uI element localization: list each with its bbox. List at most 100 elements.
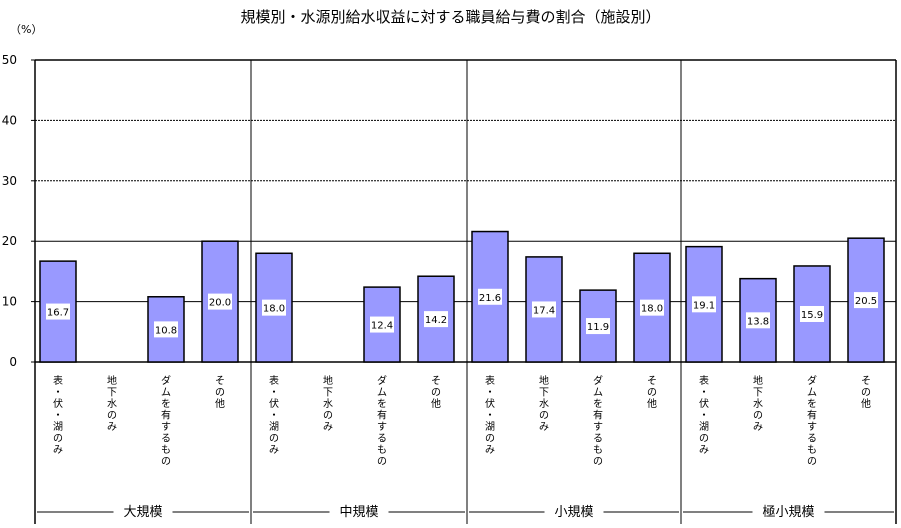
category-label-char: 有 — [161, 409, 171, 422]
y-tick-label: 20 — [2, 234, 17, 248]
category-label-char: 有 — [807, 409, 817, 422]
category-label-char: の — [539, 411, 549, 422]
data-label-box — [640, 299, 664, 316]
category-label-char: ・ — [485, 388, 495, 399]
data-label: 13.8 — [747, 316, 769, 327]
data-label-box — [800, 305, 824, 322]
category-label-char: み — [699, 445, 709, 456]
y-tick-label: 10 — [2, 295, 17, 309]
category-label-char: の — [215, 388, 225, 399]
category-label-char: 他 — [431, 397, 441, 410]
category-label-char: 地 — [323, 374, 333, 387]
data-label-box — [208, 293, 232, 310]
category-label-char: 有 — [377, 409, 387, 422]
category-label-char: 湖 — [485, 421, 495, 433]
data-label: 18.0 — [641, 304, 663, 315]
category-label-char: す — [593, 421, 603, 433]
category-label-char: の — [431, 388, 441, 399]
category-label-char: ・ — [269, 411, 279, 422]
category-label-char: 地 — [539, 374, 549, 387]
category-label-char: 他 — [215, 397, 225, 410]
category-label-char: の — [107, 411, 117, 422]
category-label-char: 表 — [269, 374, 279, 387]
category-label-char: の — [485, 434, 495, 445]
data-label-box — [854, 292, 878, 309]
category-label-char: 下 — [753, 388, 763, 399]
data-label: 20.5 — [855, 296, 877, 307]
category-label-char: の — [699, 434, 709, 445]
y-tick-label: 40 — [2, 113, 17, 127]
data-label-box — [692, 296, 716, 313]
data-label: 15.9 — [801, 310, 823, 321]
category-label-char: の — [323, 411, 333, 422]
group-label: 極小規模 — [762, 504, 814, 520]
data-label-box — [424, 311, 448, 328]
category-label-char: も — [161, 444, 171, 456]
category-label-char: 湖 — [53, 421, 63, 433]
data-label: 14.2 — [425, 315, 447, 326]
category-label-char: ・ — [53, 411, 63, 422]
gridlines — [35, 119, 896, 303]
category-label-char: も — [593, 444, 603, 456]
category-label-char: ・ — [485, 411, 495, 422]
category-label-char: 湖 — [699, 421, 709, 433]
category-label-char: る — [593, 433, 603, 445]
category-label-char: そ — [215, 375, 225, 387]
category-label-char: 伏 — [53, 397, 63, 410]
category-label-char: す — [807, 421, 817, 433]
data-label: 21.6 — [479, 293, 501, 304]
category-label-char: ・ — [269, 388, 279, 399]
data-label: 18.0 — [263, 304, 285, 315]
category-label-char: を — [377, 398, 387, 410]
data-label: 11.9 — [587, 322, 609, 333]
y-axis-unit-label: （%） — [10, 23, 43, 36]
category-label-char: ム — [807, 387, 817, 399]
category-label-char: そ — [647, 375, 657, 387]
category-label-char: の — [593, 457, 603, 468]
category-label-char: の — [753, 411, 763, 422]
category-label-char: の — [161, 457, 171, 468]
category-label-char: す — [161, 421, 171, 433]
category-label-char: を — [807, 398, 817, 410]
category-label-char: 水 — [323, 398, 333, 410]
labels: 0102030405016.7表・伏・湖のみ地下水のみ10.8ダムを有するもの2… — [2, 53, 878, 520]
category-label-char: も — [807, 444, 817, 456]
data-label: 12.4 — [371, 321, 393, 332]
category-label-char: 下 — [107, 388, 117, 399]
category-label-char: そ — [861, 375, 871, 387]
data-label-box — [746, 312, 770, 329]
data-label-box — [478, 288, 502, 305]
category-label-char: ダ — [593, 374, 603, 387]
category-label-char: 地 — [107, 374, 117, 387]
category-label-char: す — [377, 421, 387, 433]
category-label-char: み — [107, 422, 117, 433]
data-label-box — [262, 299, 286, 316]
category-label-char: ダ — [807, 374, 817, 387]
category-label-char: ム — [593, 387, 603, 399]
category-label-char: を — [161, 398, 171, 410]
category-label-char: 表 — [53, 374, 63, 387]
category-label-char: も — [377, 444, 387, 456]
category-label-char: 表 — [699, 374, 709, 387]
group-label: 中規模 — [339, 505, 378, 520]
category-label-char: み — [539, 422, 549, 433]
category-label-char: 表 — [485, 374, 495, 387]
category-label-char: 水 — [539, 398, 549, 410]
data-label: 17.4 — [533, 305, 555, 316]
y-tick-label: 30 — [2, 174, 17, 188]
category-label-char: み — [269, 445, 279, 456]
category-label-char: 水 — [753, 398, 763, 410]
category-label-char: る — [807, 433, 817, 445]
category-label-char: の — [807, 457, 817, 468]
category-label-char: ム — [161, 387, 171, 399]
category-label-char: 湖 — [269, 421, 279, 433]
category-label-char: 伏 — [699, 397, 709, 410]
category-label-char: の — [53, 434, 63, 445]
data-label-box — [46, 303, 70, 320]
category-label-char: そ — [431, 375, 441, 387]
y-tick-label: 50 — [2, 53, 17, 67]
category-label-char: 他 — [647, 397, 657, 410]
data-label-box — [586, 318, 610, 335]
chart-title: 規模別・水源別給水収益に対する職員給与費の割合（施設別） — [240, 8, 661, 26]
data-label: 10.8 — [155, 325, 177, 336]
